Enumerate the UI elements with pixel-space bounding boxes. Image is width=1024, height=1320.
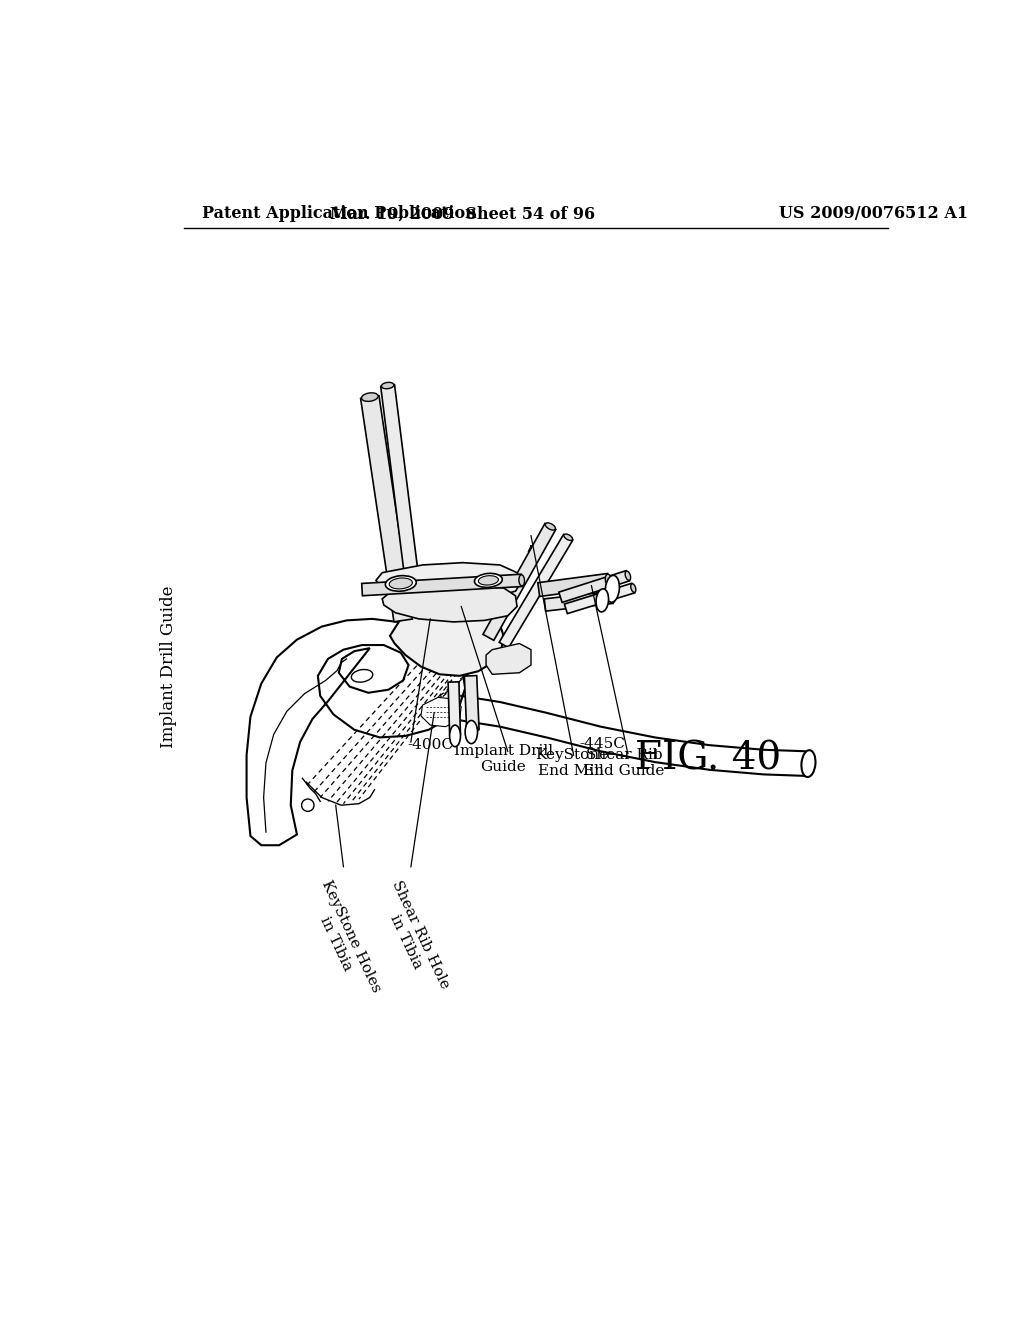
Ellipse shape [351,669,373,682]
Text: Implant Drill Guide: Implant Drill Guide [160,585,177,748]
Polygon shape [500,535,572,648]
Ellipse shape [609,591,615,603]
Polygon shape [247,619,465,845]
Ellipse shape [802,750,815,777]
Ellipse shape [450,725,461,747]
Circle shape [302,799,314,812]
Ellipse shape [564,535,572,540]
Ellipse shape [361,393,378,401]
Polygon shape [564,583,635,614]
Text: US 2009/0076512 A1: US 2009/0076512 A1 [779,206,968,222]
Polygon shape [483,524,556,640]
Polygon shape [449,682,461,734]
Text: KeyStone
End Mill: KeyStone End Mill [535,747,608,777]
Ellipse shape [546,523,555,531]
Ellipse shape [474,573,503,587]
Text: -445C: -445C [579,737,625,751]
Ellipse shape [467,727,478,733]
Ellipse shape [381,383,394,388]
Ellipse shape [625,572,631,581]
Polygon shape [486,644,531,675]
Text: Shear Rib Hole
in Tibia: Shear Rib Hole in Tibia [375,878,452,998]
Polygon shape [390,599,503,676]
Ellipse shape [389,578,413,589]
Polygon shape [381,384,423,615]
Ellipse shape [605,576,620,602]
Ellipse shape [596,589,608,612]
Polygon shape [382,585,517,622]
Text: KeyStone Holes
in Tibia: KeyStone Holes in Tibia [304,878,383,1002]
Text: FIG. 40: FIG. 40 [635,741,781,777]
Ellipse shape [451,731,460,737]
Text: -400C: -400C [407,738,453,752]
Polygon shape [376,562,521,599]
Text: Patent Application Publication: Patent Application Publication [202,206,476,222]
Ellipse shape [631,583,636,593]
Polygon shape [361,574,522,595]
Polygon shape [360,396,413,622]
Polygon shape [544,591,613,611]
Text: Mar. 19, 2009  Sheet 54 of 96: Mar. 19, 2009 Sheet 54 of 96 [330,206,595,222]
Ellipse shape [478,576,499,585]
Ellipse shape [385,576,416,591]
Polygon shape [421,697,461,726]
Text: Implant Drill
Guide: Implant Drill Guide [454,744,553,774]
Ellipse shape [605,574,611,586]
Text: Shear Rib
End Guide: Shear Rib End Guide [584,747,665,777]
Polygon shape [559,570,630,602]
Ellipse shape [519,574,524,586]
Ellipse shape [465,721,477,743]
Polygon shape [464,676,479,730]
Polygon shape [538,573,609,597]
